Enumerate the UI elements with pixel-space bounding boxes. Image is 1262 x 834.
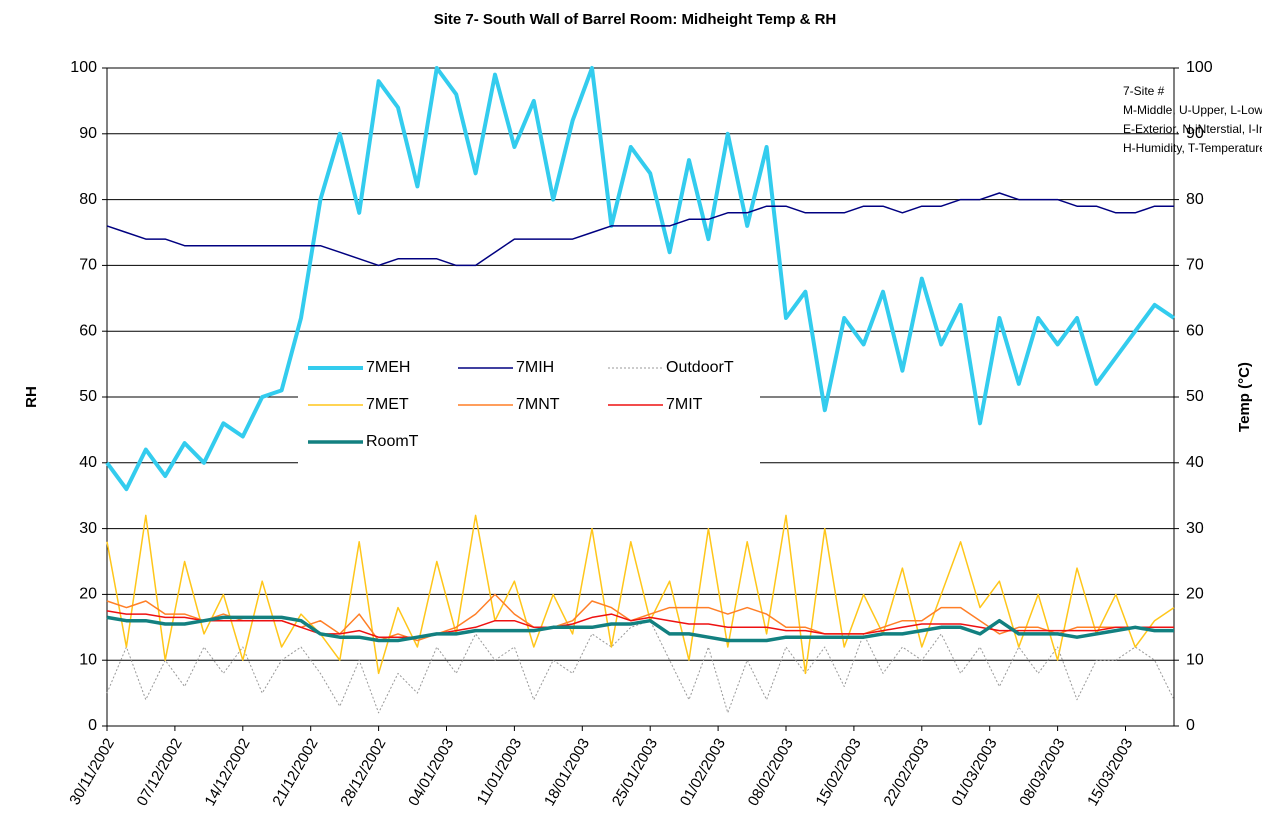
y2-tick-label: 30 <box>1186 520 1204 537</box>
y2-tick-label: 80 <box>1186 191 1204 208</box>
x-tick-label: 15/02/2003 <box>813 735 865 809</box>
y-tick-label: 30 <box>79 520 97 537</box>
y2-tick-label: 0 <box>1186 717 1195 734</box>
x-tick-label: 30/11/2002 <box>66 735 118 808</box>
y-tick-label: 20 <box>79 586 97 603</box>
x-tick-label: 07/12/2002 <box>134 735 186 809</box>
legend-box <box>298 352 760 464</box>
x-tick-label: 04/01/2003 <box>405 735 457 809</box>
x-tick-label: 01/02/2003 <box>677 735 729 809</box>
y2-tick-label: 100 <box>1186 59 1213 76</box>
x-tick-label: 21/12/2002 <box>269 735 321 809</box>
x-tick-label: 18/01/2003 <box>541 735 593 809</box>
y-tick-label: 100 <box>70 59 97 76</box>
x-tick-label: 25/01/2003 <box>609 735 661 809</box>
series-line <box>106 514 1175 675</box>
x-tick-label: 11/01/2003 <box>474 735 526 808</box>
legend-label: OutdoorT <box>666 359 734 376</box>
y-tick-label: 90 <box>79 125 97 142</box>
legend-label: 7MIT <box>666 396 703 413</box>
y-tick-label: 70 <box>79 257 97 274</box>
chart-title: Site 7- South Wall of Barrel Room: Midhe… <box>434 11 837 28</box>
x-tick-label: 14/12/2002 <box>201 735 253 809</box>
y2-tick-label: 40 <box>1186 454 1204 471</box>
x-tick-label: 15/03/2003 <box>1084 735 1136 809</box>
annotation: 7-Site # <box>1123 84 1165 98</box>
y-tick-label: 50 <box>79 388 97 405</box>
series-line <box>106 620 1175 714</box>
legend-label: 7MEH <box>366 359 410 376</box>
legend: 7MEH 7MIH OutdoorT 7MET 7MNT 7MIT RoomT <box>298 352 760 464</box>
x-tick-label: 08/03/2003 <box>1016 735 1068 809</box>
legend-label: 7MIH <box>516 359 554 376</box>
legend-label: 7MNT <box>516 396 560 413</box>
y-tick-label: 10 <box>79 651 97 668</box>
annotation: H-Humidity, T-Temperature <box>1123 141 1262 155</box>
legend-label: RoomT <box>366 433 419 450</box>
y-tick-label: 60 <box>79 322 97 339</box>
annotation: M-Middle, U-Upper, L-Lower <box>1123 103 1262 117</box>
y2-tick-label: 60 <box>1186 322 1204 339</box>
y2-tick-label: 50 <box>1186 388 1204 405</box>
x-tick-label: 01/03/2003 <box>948 735 1000 809</box>
series-line <box>106 615 1174 643</box>
x-tick-label: 08/02/2003 <box>745 735 797 809</box>
x-tick-label: 22/02/2003 <box>880 735 932 809</box>
y-tick-label: 40 <box>79 454 97 471</box>
y2-tick-label: 20 <box>1186 586 1204 603</box>
legend-label: 7MET <box>366 396 409 413</box>
y2-axis-label: Temp (°C) <box>1236 362 1253 432</box>
series-line <box>106 610 1174 638</box>
series-line <box>106 192 1174 267</box>
annotation: E-Exterior, N-iNterstial, I-Interior <box>1123 122 1262 136</box>
y2-tick-label: 70 <box>1186 257 1204 274</box>
x-tick-label: 28/12/2002 <box>337 735 389 809</box>
y-tick-label: 80 <box>79 191 97 208</box>
y-axis-label: RH <box>23 386 40 408</box>
series-line <box>105 66 1176 492</box>
y2-tick-label: 90 <box>1186 125 1204 142</box>
y2-tick-label: 10 <box>1186 651 1204 668</box>
y-tick-label: 0 <box>88 717 97 734</box>
